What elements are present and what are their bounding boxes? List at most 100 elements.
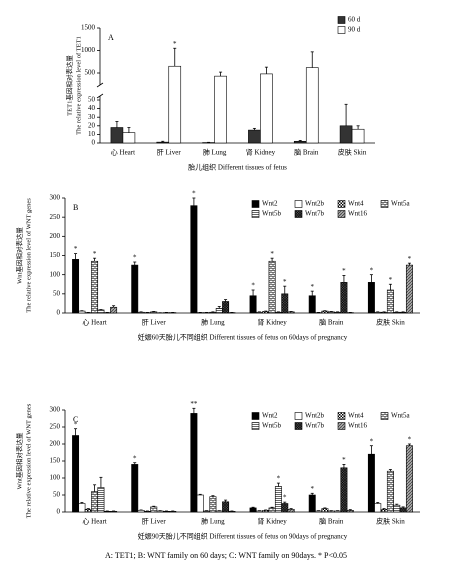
significance: * [370,437,374,445]
significance: * [408,255,412,263]
y-tick-label: 40 [88,104,96,112]
significance: * [310,283,314,291]
bar [351,128,365,144]
x-tick-label: 心 Heart [111,149,135,157]
bar [78,503,86,513]
bar [339,125,353,144]
bar [405,264,413,314]
bar [150,506,158,513]
bar [293,140,307,144]
bar [374,503,382,513]
bar [380,311,388,314]
panel-label: C [73,415,78,424]
legend-swatch [337,422,346,430]
bar [405,445,413,513]
y-tick-label: 30 [88,113,96,121]
bar [399,507,407,513]
y-tick-label: 0 [92,139,96,147]
significance: * [74,245,78,253]
x-tick-label: 肾 Kidney [257,517,287,526]
significance: * [283,278,287,286]
legend-swatch [294,412,303,420]
bar [222,501,230,513]
bar [305,67,319,144]
bar [268,507,276,513]
bar [91,491,99,513]
x-tick-label: 肾 Kidney [257,318,287,327]
x-tick-label: 肺 Lung [201,518,225,526]
bar [386,289,394,314]
x-tick-label: 肺 Lung [201,319,225,327]
bar [168,65,182,144]
significance: * [408,436,412,444]
legend-swatch [294,210,303,218]
legend-label: Wnt2b [305,200,325,208]
bar [249,507,257,513]
x-tick-label: 肝 Liver [157,149,182,157]
legend-swatch [337,210,346,218]
bar [327,311,335,314]
y-axis-label: TET1基因相对表达量 [64,55,73,116]
legend-swatch [294,422,303,430]
legend-label: Wnt7b [305,210,325,218]
legend-swatch [337,16,346,24]
y-tick-label: 0 [57,309,61,317]
bar [196,494,204,513]
bar [97,309,105,314]
bar [190,413,198,513]
bar [308,494,316,513]
bar [287,508,295,513]
axis-break [96,93,104,99]
legend-swatch [380,412,389,420]
legend-label: Wnt16 [348,210,368,218]
legend-swatch [251,210,260,218]
legend-label: 90 d [348,26,361,34]
legend-label: Wnt7b [305,422,325,430]
legend-label: Wnt2 [262,412,278,420]
bar [262,509,270,513]
y-axis-label: Wnt基因相对表达量 [14,432,23,489]
y-tick-label: 250 [50,423,61,431]
x-axis-label: 妊娠60天胎儿不同组织 Different tissues of fetus o… [138,333,348,342]
bar [97,487,105,513]
legend-swatch [294,200,303,208]
y-tick-label: 50 [88,96,96,104]
significance: * [342,456,346,464]
bar [260,73,273,144]
bar [340,467,348,513]
significance: * [270,250,274,258]
bar [281,503,289,513]
bar [321,508,329,513]
bar [262,311,270,314]
bar [340,282,348,314]
bar [334,510,342,513]
bar [222,301,230,314]
x-tick-label: 心 Heart [82,319,106,327]
bar [110,127,124,144]
x-tick-label: 肺 Lung [203,149,227,157]
y-axis-label: The relative expression level of WNT gen… [25,403,32,518]
legend-swatch [251,422,260,430]
significance: * [389,276,393,284]
legend-label: Wnt4 [348,200,364,208]
bar [315,510,323,513]
y-tick-label: 1500 [81,24,96,32]
significance: * [342,267,346,275]
x-tick-label: 肾 Kidney [246,148,276,157]
significance: * [173,40,177,48]
bar [110,306,118,314]
bar [274,486,282,513]
x-tick-label: 皮肤 Skin [376,318,405,327]
bar [274,311,282,314]
bar [103,511,111,513]
bar [72,259,80,314]
bar [367,282,375,314]
bar [137,509,145,513]
panel-label: B [73,203,78,212]
bar [203,510,211,513]
bar [209,496,217,513]
bar [374,311,382,314]
axis-break [96,82,104,88]
bar [215,308,223,314]
y-tick-label: 300 [50,194,61,202]
